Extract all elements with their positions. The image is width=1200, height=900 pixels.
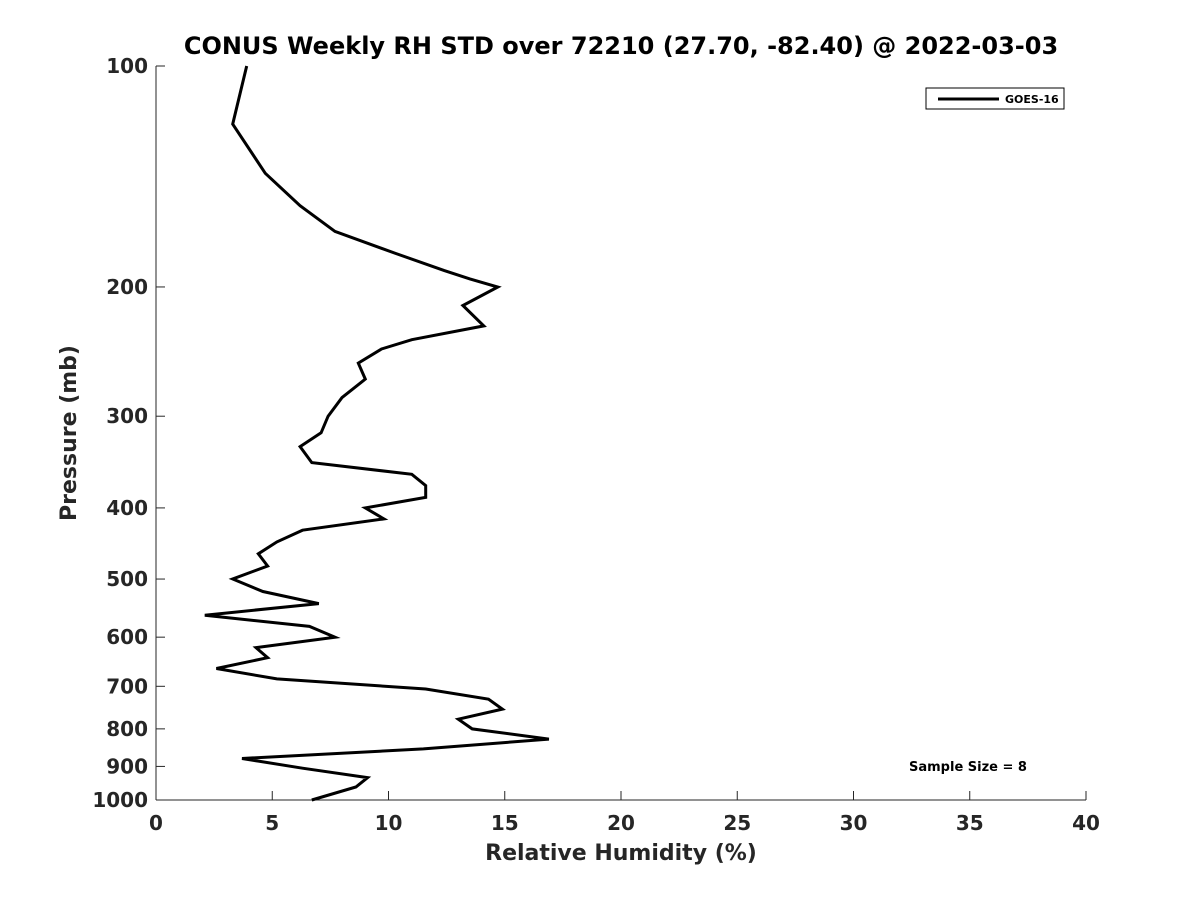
y-tick-label: 100	[106, 54, 148, 78]
y-tick-label: 800	[106, 717, 148, 741]
chart-title: CONUS Weekly RH STD over 72210 (27.70, -…	[184, 32, 1058, 60]
legend-label-goes-16: GOES-16	[1005, 93, 1059, 106]
x-tick-label: 40	[1072, 811, 1100, 835]
series-group	[204, 65, 550, 802]
y-tick-label: 400	[106, 496, 148, 520]
x-tick-label: 0	[149, 811, 163, 835]
axes	[155, 66, 1086, 801]
y-tick-label: 200	[106, 275, 148, 299]
x-tick-label: 30	[840, 811, 868, 835]
y-tick-label: 900	[106, 754, 148, 778]
y-ticks: 100 200 300 400 500 600 700 800 900 1000	[92, 54, 165, 812]
x-tick-label: 20	[607, 811, 635, 835]
y-tick-label: 1000	[92, 788, 148, 812]
x-tick-label: 10	[375, 811, 403, 835]
y-tick-label: 600	[106, 625, 148, 649]
sample-size-annotation: Sample Size = 8	[909, 760, 1027, 775]
legend: GOES-16	[925, 87, 1065, 110]
x-tick-label: 15	[491, 811, 519, 835]
y-tick-label: 700	[106, 674, 148, 698]
series-line-goes-16	[204, 65, 550, 802]
y-tick-label: 500	[106, 567, 148, 591]
x-axis-label: Relative Humidity (%)	[485, 841, 757, 866]
x-tick-label: 35	[956, 811, 984, 835]
x-tick-label: 25	[723, 811, 751, 835]
y-tick-label: 300	[106, 404, 148, 428]
x-tick-label: 5	[265, 811, 279, 835]
x-ticks: 0 5 10 15 20 25 30 35 40	[149, 791, 1100, 835]
y-axis-label: Pressure (mb)	[57, 345, 82, 521]
